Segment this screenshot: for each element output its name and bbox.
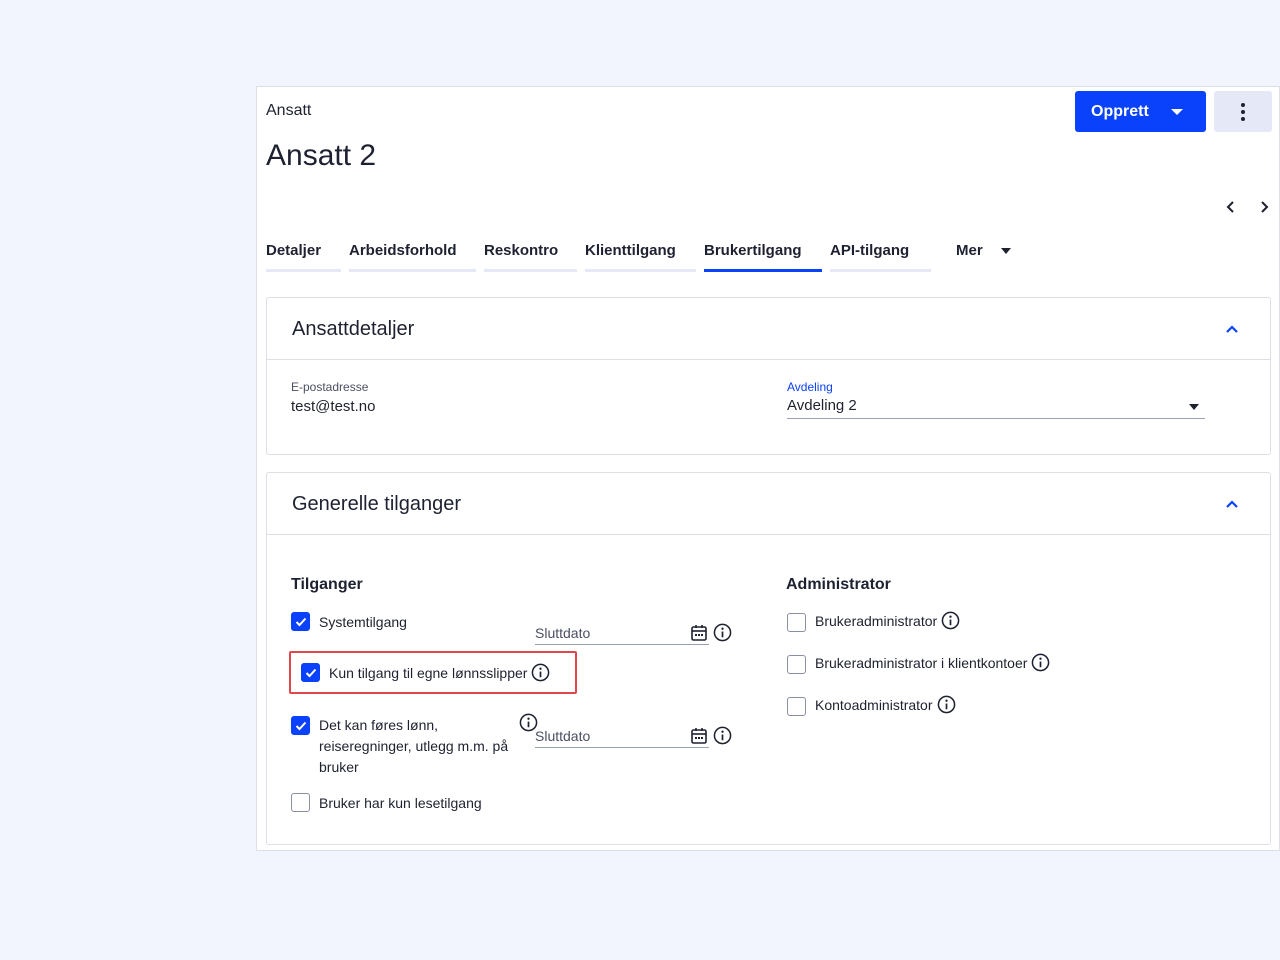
own-payslips-label: Kun tilgang til egne lønnsslipper bbox=[329, 665, 528, 681]
user-admin-label: Brukeradministrator bbox=[815, 613, 938, 629]
read-only-checkbox[interactable] bbox=[291, 793, 310, 812]
general-access-title: Generelle tilganger bbox=[292, 493, 461, 515]
client-user-admin-label: Brukeradministrator i klientkontoer bbox=[815, 655, 1028, 671]
tab-more-label: Mer bbox=[956, 242, 983, 259]
tab-client-access[interactable]: Klienttilgang bbox=[585, 242, 696, 272]
checkmark-icon bbox=[305, 668, 316, 677]
tab-api-access[interactable]: API-tilgang bbox=[830, 242, 931, 272]
user-admin-row: Brukeradministrator bbox=[787, 611, 960, 632]
general-access-card: Generelle tilganger bbox=[266, 472, 1271, 845]
collapse-general-access-button[interactable] bbox=[1224, 497, 1240, 511]
email-value: test@test.no bbox=[291, 398, 376, 415]
highlight-box bbox=[289, 651, 577, 694]
tab-user-access[interactable]: Brukertilgang bbox=[704, 242, 822, 272]
info-icon[interactable] bbox=[1031, 653, 1050, 672]
admin-heading: Administrator bbox=[786, 576, 891, 593]
previous-employee-button[interactable] bbox=[1223, 197, 1239, 217]
info-icon[interactable] bbox=[519, 713, 538, 732]
tab-more[interactable]: Mer bbox=[956, 242, 1011, 259]
create-button-label: Opprett bbox=[1091, 102, 1149, 120]
chevron-up-icon bbox=[1226, 499, 1238, 508]
payroll-end-date-field[interactable] bbox=[535, 726, 709, 748]
employee-details-header[interactable]: Ansattdetaljer bbox=[267, 298, 1270, 360]
employee-panel: Ansatt Ansatt 2 Opprett Detaljer Arbeids… bbox=[256, 86, 1280, 851]
account-admin-label: Kontoadministrator bbox=[815, 697, 933, 713]
department-select[interactable]: Avdeling 2 bbox=[787, 397, 1205, 419]
employee-details-card: Ansattdetaljer E-postadresse test@test.n… bbox=[266, 297, 1271, 455]
chevron-down-icon bbox=[1000, 247, 1011, 254]
calendar-icon[interactable] bbox=[689, 623, 709, 643]
chevron-down-icon bbox=[1170, 108, 1183, 115]
chevron-right-icon bbox=[1261, 201, 1269, 213]
user-admin-checkbox[interactable] bbox=[787, 613, 806, 632]
own-payslips-checkbox[interactable] bbox=[301, 663, 320, 682]
more-vertical-icon bbox=[1241, 102, 1245, 107]
department-value: Avdeling 2 bbox=[787, 397, 857, 414]
account-admin-row: Kontoadministrator bbox=[787, 695, 956, 716]
read-only-row: Bruker har kun lesetilgang bbox=[291, 793, 482, 814]
email-label: E-postadresse bbox=[291, 380, 369, 394]
checkmark-icon bbox=[295, 721, 306, 730]
general-access-header[interactable]: Generelle tilganger bbox=[267, 473, 1270, 535]
tab-ledger[interactable]: Reskontro bbox=[484, 242, 577, 272]
info-icon[interactable] bbox=[937, 695, 956, 714]
read-only-label: Bruker har kun lesetilgang bbox=[319, 795, 482, 811]
create-button[interactable]: Opprett bbox=[1075, 91, 1206, 132]
checkmark-icon bbox=[295, 617, 306, 626]
client-user-admin-checkbox[interactable] bbox=[787, 655, 806, 674]
access-heading: Tilganger bbox=[291, 576, 363, 593]
calendar-icon[interactable] bbox=[689, 726, 709, 746]
chevron-left-icon bbox=[1226, 201, 1234, 213]
system-access-row: Systemtilgang bbox=[291, 612, 407, 633]
payroll-allowed-checkbox[interactable] bbox=[291, 716, 310, 735]
info-icon[interactable] bbox=[713, 623, 732, 642]
tab-employment[interactable]: Arbeidsforhold bbox=[349, 242, 476, 272]
collapse-employee-details-button[interactable] bbox=[1224, 322, 1240, 336]
own-payslips-row: Kun tilgang til egne lønnsslipper bbox=[301, 663, 550, 684]
account-admin-checkbox[interactable] bbox=[787, 697, 806, 716]
payroll-allowed-row: Det kan føres lønn, reiseregninger, utle… bbox=[291, 715, 519, 778]
system-access-checkbox[interactable] bbox=[291, 612, 310, 631]
next-employee-button[interactable] bbox=[1256, 197, 1272, 217]
system-access-end-date-input[interactable] bbox=[535, 623, 675, 643]
payroll-end-date-input[interactable] bbox=[535, 726, 675, 746]
employee-details-title: Ansattdetaljer bbox=[292, 318, 415, 340]
system-access-end-date-field[interactable] bbox=[535, 623, 709, 645]
client-user-admin-row: Brukeradministrator i klientkontoer bbox=[787, 653, 1050, 674]
payroll-allowed-label: Det kan føres lønn, reiseregninger, utle… bbox=[319, 717, 509, 775]
chevron-down-icon bbox=[1189, 404, 1199, 410]
info-icon[interactable] bbox=[531, 663, 550, 682]
breadcrumb[interactable]: Ansatt bbox=[266, 102, 312, 119]
info-icon[interactable] bbox=[941, 611, 960, 630]
chevron-up-icon bbox=[1226, 324, 1238, 333]
more-options-button[interactable] bbox=[1214, 91, 1272, 132]
tab-details[interactable]: Detaljer bbox=[266, 242, 341, 272]
system-access-label: Systemtilgang bbox=[319, 614, 407, 630]
info-icon[interactable] bbox=[713, 726, 732, 745]
page-title: Ansatt 2 bbox=[266, 139, 377, 172]
department-label: Avdeling bbox=[787, 380, 833, 394]
